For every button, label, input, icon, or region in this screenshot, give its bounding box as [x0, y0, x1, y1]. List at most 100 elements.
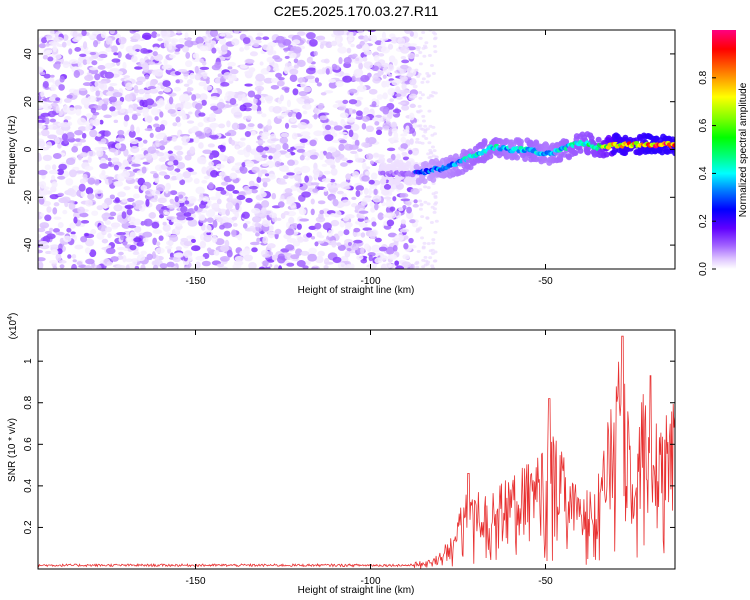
noise-blob [278, 165, 289, 172]
noise-blob [183, 212, 192, 217]
noise-blob [409, 79, 416, 85]
noise-blob [38, 261, 44, 269]
noise-blob [77, 140, 83, 146]
noise-blob [102, 258, 111, 267]
noise-blob [83, 97, 91, 105]
noise-blob [432, 207, 437, 211]
noise-blob [38, 169, 48, 176]
noise-blob [248, 262, 257, 269]
noise-blob [39, 71, 46, 76]
noise-blob [124, 204, 134, 209]
noise-blob [311, 266, 319, 269]
noise-blob [223, 104, 233, 108]
noise-blob [355, 190, 361, 197]
noise-blob [389, 137, 395, 144]
noise-blob [418, 51, 423, 55]
noise-blob [382, 122, 392, 129]
noise-blob [254, 94, 262, 100]
signal-halo [652, 135, 659, 142]
noise-blob [363, 61, 374, 69]
noise-blob [144, 153, 153, 161]
noise-blob [211, 64, 221, 71]
noise-blob [367, 136, 377, 145]
colorbar-tick-label: 0.0 [698, 262, 709, 276]
noise-blob [427, 54, 432, 58]
noise-blob [431, 31, 436, 35]
noise-blob [211, 235, 218, 243]
noise-blob [145, 98, 155, 106]
x-tick-label: -50 [538, 276, 553, 287]
noise-blob [285, 244, 295, 251]
noise-blob [434, 191, 439, 195]
noise-blob [157, 197, 167, 204]
noise-blob [201, 99, 207, 106]
noise-blob [386, 147, 396, 152]
noise-blob [296, 59, 306, 68]
noise-blob [369, 231, 377, 239]
noise-blob [243, 186, 251, 192]
noise-blob [317, 250, 325, 257]
noise-blob [334, 73, 341, 77]
x-tick-label: -100 [360, 276, 380, 287]
noise-blob [220, 44, 229, 53]
noise-blob [166, 215, 176, 220]
signal-halo [603, 151, 610, 158]
noise-blob [62, 235, 72, 243]
noise-blob [89, 129, 98, 138]
noise-blob [286, 99, 291, 108]
noise-blob [77, 206, 86, 214]
noise-blob [302, 103, 312, 110]
noise-blob [267, 119, 272, 127]
noise-blob [256, 145, 265, 153]
noise-blob [55, 54, 62, 60]
noise-blob [379, 37, 389, 41]
noise-blob [244, 70, 254, 76]
noise-blob [261, 163, 269, 167]
noise-blob [392, 196, 397, 202]
noise-blob [393, 132, 399, 139]
noise-blob [109, 82, 118, 87]
noise-blob [187, 87, 194, 92]
noise-blob [85, 187, 94, 195]
noise-blob [42, 80, 49, 88]
noise-blob [284, 55, 290, 60]
noise-blob [352, 109, 357, 114]
noise-blob [421, 31, 426, 35]
signal-halo [452, 153, 459, 160]
noise-blob [94, 146, 103, 151]
noise-blob [70, 234, 76, 238]
noise-blob [275, 35, 285, 44]
noise-blob [319, 115, 328, 121]
noise-blob [246, 115, 252, 120]
noise-blob [50, 74, 55, 78]
noise-blob [362, 227, 373, 231]
noise-blob [299, 138, 308, 143]
noise-blob [320, 92, 327, 96]
noise-blob [47, 56, 54, 62]
noise-blob [110, 256, 119, 262]
noise-blob [426, 186, 431, 190]
noise-blob [227, 95, 232, 99]
noise-blob [339, 112, 349, 119]
noise-blob [419, 203, 424, 207]
noise-blob [75, 170, 86, 174]
noise-blob [430, 145, 435, 149]
noise-blob [126, 197, 135, 202]
noise-blob [107, 157, 112, 162]
noise-blob [192, 53, 200, 59]
noise-blob [363, 43, 369, 51]
noise-blob [370, 34, 378, 43]
noise-blob [274, 160, 281, 168]
noise-blob [186, 235, 195, 240]
noise-blob [415, 54, 420, 58]
noise-blob [291, 132, 298, 140]
noise-blob [363, 187, 369, 195]
noise-blob [121, 198, 128, 203]
noise-blob [108, 176, 113, 185]
noise-blob [290, 254, 300, 260]
noise-blob [417, 104, 422, 108]
noise-blob [373, 188, 378, 196]
noise-blob [286, 148, 294, 153]
noise-blob [219, 32, 226, 37]
noise-blob [337, 230, 344, 237]
